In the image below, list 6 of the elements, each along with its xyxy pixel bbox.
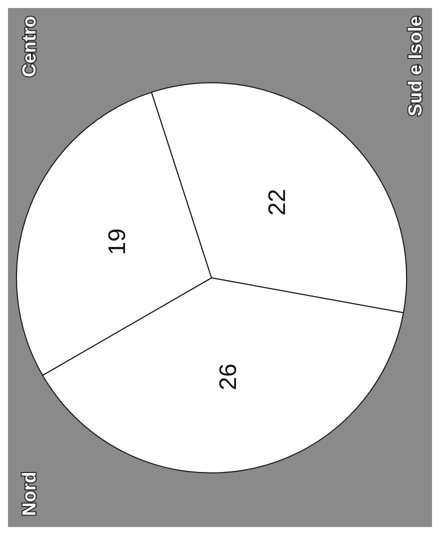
slice-label: Sud e Isole bbox=[406, 16, 426, 116]
data-label: 26 bbox=[215, 364, 242, 390]
slice-label: Centro bbox=[20, 16, 40, 78]
slice-label: Nord bbox=[20, 472, 40, 516]
data-label: 22 bbox=[264, 188, 292, 216]
data-label: 19 bbox=[104, 228, 132, 256]
